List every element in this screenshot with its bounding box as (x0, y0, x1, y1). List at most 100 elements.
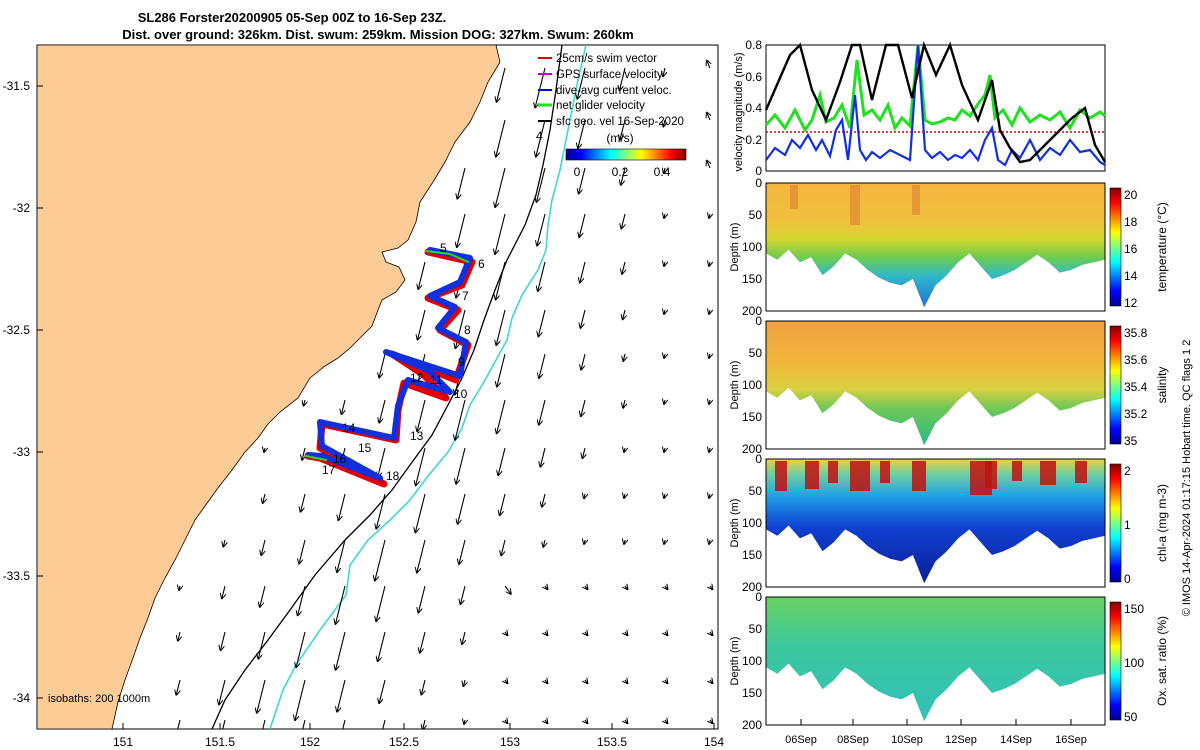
velocity-arrow (497, 399, 506, 433)
oxygen-colorbar-label: Ox. sat. ratio (%) (1155, 616, 1169, 706)
velocity-ytick: 0.8 (745, 38, 762, 52)
legend-entry: net glider velocity (556, 100, 645, 112)
oxygen-section-fill (766, 597, 1105, 722)
velocity-arrow (539, 399, 546, 425)
temperature-ylabel: Depth (m) (729, 223, 741, 272)
velocity-ytick: 0.2 (745, 133, 762, 147)
velocity-arrow (301, 493, 306, 512)
speed-colorbar-tick: 0.2 (612, 165, 629, 179)
speed-colorbar-label: (m/s) (606, 131, 633, 145)
velocity-arrow (709, 354, 710, 358)
velocity-arrow (665, 720, 667, 723)
velocity-arrow (222, 719, 226, 729)
chla-colorbar-tick: 2 (1124, 464, 1131, 478)
velocity-arrow (709, 310, 710, 314)
velocity-arrow (376, 585, 386, 621)
velocity-arrow (539, 353, 546, 378)
velocity-arrow (462, 631, 465, 644)
chla-colorbar-label: chl-a (mg m-3) (1155, 484, 1169, 562)
date-tick-label: 14Sep (1000, 734, 1032, 746)
land-coastline (37, 45, 501, 729)
velocity-arrow (177, 719, 181, 729)
velocity-arrow (578, 119, 586, 148)
velocity-arrow (709, 448, 710, 452)
velocity-arrow (585, 586, 587, 589)
velocity-arrow (379, 353, 386, 377)
oxygen-depth-tick: 150 (742, 686, 762, 700)
velocity-arrow (464, 720, 465, 724)
velocity-arrow (457, 213, 466, 247)
lon-tick-label: 152 (300, 735, 320, 749)
velocity-arrow (296, 631, 306, 667)
velocity-arrow (585, 632, 587, 635)
velocity-arrow (298, 585, 306, 615)
lat-tick-label: -33 (13, 445, 31, 459)
velocity-arrow (584, 540, 585, 544)
lat-tick-label: -32.5 (3, 323, 31, 337)
velocity-arrow (625, 632, 627, 635)
velocity-arrow (336, 631, 346, 670)
map-axis-ticks: 151 151.5 152 152.5 153 153.5 154-31.5-32-32.5… (3, 79, 725, 749)
oxygen-ylabel: Depth (m) (729, 637, 741, 686)
date-tick-label: 10Sep (891, 734, 923, 746)
velocity-arrow (709, 262, 710, 266)
speed-colorbar-bar (565, 148, 687, 161)
velocity-arrow (710, 680, 712, 683)
temperature-depth-tick: 200 (742, 304, 762, 318)
velocity-arrow (536, 119, 546, 157)
velocity-arrow (420, 631, 426, 653)
velocity-arrow (501, 539, 506, 555)
chla-maximum-patch (850, 461, 870, 491)
chla-colorbar-tick: 1 (1124, 518, 1131, 532)
track-day-label: 14 (342, 421, 356, 435)
chla-maximum-patch (880, 461, 890, 483)
lon-tick-label: 153 (500, 735, 520, 749)
velocity-arrow (624, 540, 625, 544)
lon-tick-label: 152.5 (389, 735, 419, 749)
salinity-colorbar-tick: 35 (1124, 434, 1138, 448)
velocity-arrow (263, 493, 265, 503)
temperature-depth-tick: 50 (749, 208, 763, 222)
velocity-arrow (577, 67, 586, 99)
credit-text: © IMOS 14-Apr-2024 01:17:15 Hobart time.… (1181, 340, 1193, 617)
chla-ylabel: Depth (m) (729, 499, 741, 548)
velocity-arrow (417, 399, 426, 431)
chla-colorbar-tick: 0 (1124, 572, 1131, 586)
chla-maximum-patch (775, 461, 787, 491)
chla-frame (765, 458, 1106, 588)
salinity-frame (765, 320, 1106, 450)
velocity-arrow (543, 539, 545, 547)
velocity-arrow (455, 399, 466, 440)
track-day-label: 9 (458, 355, 465, 369)
velocity-arrow (379, 399, 386, 423)
track-day-label: 7 (462, 289, 469, 303)
velocity-arrow (622, 261, 625, 274)
velocity-arrow (624, 494, 625, 498)
velocity-arrow (664, 214, 665, 218)
velocity-arrow (621, 167, 626, 185)
salinity-ylabel: Depth (m) (729, 361, 741, 410)
temperature-warm-streak (850, 185, 860, 225)
velocity-arrow (581, 353, 586, 370)
velocity-arrow (709, 540, 710, 544)
velocity-arrow (709, 214, 710, 218)
temperature-warm-streak (912, 185, 920, 215)
velocity-arrow (585, 720, 587, 723)
chla-maximum-patch (1040, 461, 1056, 485)
velocity-arrow (496, 119, 506, 157)
legend-entry: 25cm/s swim vector (556, 53, 657, 65)
velocity-arrow (421, 679, 426, 695)
depth-sections: Depth (m)0501001502001214161820temperatu… (729, 176, 1169, 732)
chla-maximum-patch (912, 461, 926, 491)
chla-surface-maxima (775, 461, 1087, 495)
date-tick-label: 08Sep (837, 734, 869, 746)
velocity-arrow (664, 354, 665, 358)
velocity-arrow (257, 679, 266, 713)
velocity-arrow (342, 719, 346, 729)
velocity-arrow (585, 680, 587, 683)
velocity-ytick: 0.4 (745, 101, 762, 115)
velocity-arrow (339, 493, 346, 520)
salinity-colorbar-label: salinity (1155, 367, 1169, 404)
velocity-arrow (376, 493, 386, 529)
